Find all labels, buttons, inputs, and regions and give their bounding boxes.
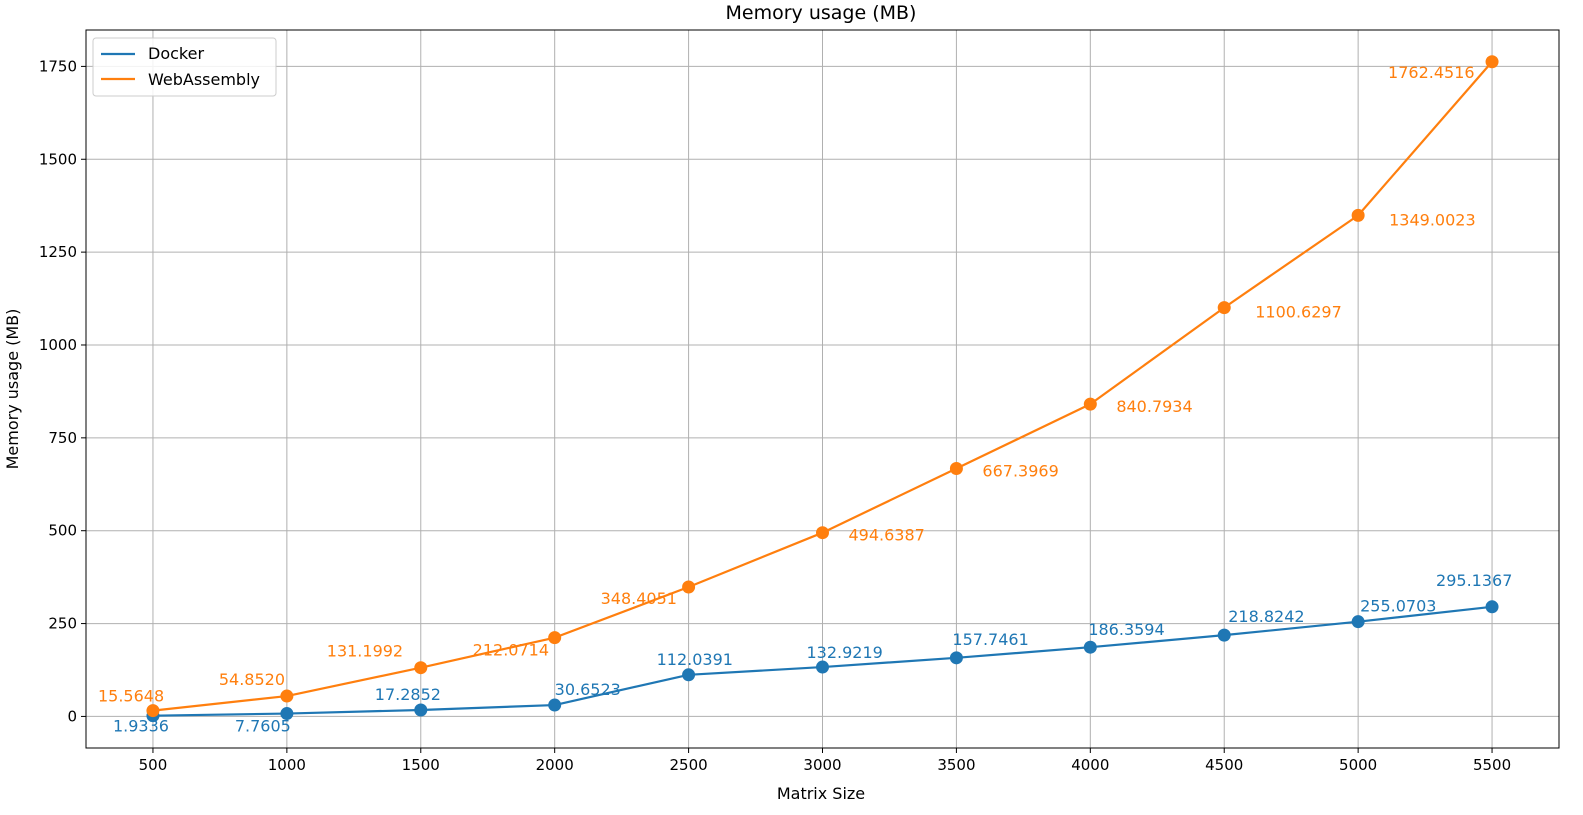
y-axis-label: Memory usage (MB): [3, 309, 22, 470]
x-tick-label: 1500: [402, 756, 440, 774]
x-tick-label: 500: [139, 756, 168, 774]
data-point-webassembly: [1217, 301, 1231, 315]
x-tick-label: 4500: [1205, 756, 1243, 774]
data-point-webassembly: [414, 661, 428, 675]
data-label-webassembly: 1349.0023: [1389, 210, 1476, 229]
y-tick-label: 1250: [39, 243, 77, 261]
data-point-webassembly: [1083, 397, 1097, 411]
data-point-webassembly: [816, 526, 829, 540]
data-labels: 1.9336 7.7605 17.2852 30.6523 112.0391 132.92…: [98, 63, 1512, 736]
data-point-webassembly: [280, 689, 294, 703]
y-tick-label: 500: [48, 522, 77, 540]
data-point-docker: [949, 651, 963, 665]
data-point-docker: [1083, 640, 1097, 654]
data-label-docker: 17.2852: [375, 685, 441, 704]
y-tick-label: 750: [48, 429, 77, 447]
data-label-webassembly: 1100.6297: [1255, 303, 1342, 322]
x-tick-label: 2500: [669, 756, 707, 774]
data-label-docker: 132.9219: [807, 643, 883, 662]
data-label-webassembly: 15.5648: [98, 687, 164, 706]
legend-label-docker: Docker: [148, 44, 204, 63]
x-tick-label: 5000: [1339, 756, 1377, 774]
data-point-docker: [1485, 600, 1499, 614]
data-label-webassembly: 348.4051: [601, 589, 677, 608]
data-point-docker: [280, 707, 294, 721]
data-point-webassembly: [682, 580, 696, 594]
data-point-docker: [816, 660, 829, 674]
x-tick-label: 1000: [268, 756, 306, 774]
data-point-webassembly: [1351, 208, 1365, 222]
data-point-webassembly: [146, 704, 160, 718]
y-tick-label: 0: [67, 707, 77, 725]
data-label-webassembly: 212.0714: [473, 641, 549, 660]
data-label-docker: 7.7605: [235, 717, 291, 736]
data-point-docker: [1217, 628, 1231, 642]
y-tick-label: 1000: [39, 336, 77, 354]
data-point-webassembly: [548, 631, 562, 645]
y-tick-label: 1750: [39, 57, 77, 75]
data-point-docker: [414, 703, 428, 717]
data-label-docker: 295.1367: [1436, 571, 1512, 590]
chart-title: Memory usage (MB): [726, 2, 917, 24]
data-label-webassembly: 131.1992: [327, 642, 403, 661]
y-tick-label: 1500: [39, 150, 77, 168]
data-label-docker: 186.3594: [1088, 620, 1164, 639]
x-tick-label: 4000: [1071, 756, 1109, 774]
data-label-docker: 255.0703: [1360, 597, 1436, 616]
x-tick-label: 5500: [1473, 756, 1511, 774]
y-tick-label: 250: [48, 615, 77, 633]
data-label-webassembly: 840.7934: [1116, 397, 1192, 416]
data-label-webassembly: 1762.4516: [1388, 63, 1475, 82]
ticks: 500 1000 1500 2000 2500 3000 3500 4000 4500 5000 5…: [39, 57, 1511, 774]
legend-label-webassembly: WebAssembly: [148, 70, 260, 89]
grid: [86, 30, 1559, 748]
x-tick-label: 2000: [536, 756, 574, 774]
series-layer: [146, 55, 1499, 723]
x-tick-label: 3000: [803, 756, 841, 774]
legend-box: [92, 37, 277, 97]
data-point-webassembly: [1485, 55, 1499, 69]
x-axis-label: Matrix Size: [777, 784, 865, 803]
data-point-docker: [682, 668, 696, 682]
x-tick-label: 3500: [937, 756, 975, 774]
data-label-webassembly: 54.8520: [219, 670, 285, 689]
data-point-webassembly: [949, 462, 963, 476]
data-label-docker: 30.6523: [555, 680, 621, 699]
data-label-docker: 218.8242: [1228, 607, 1304, 626]
data-point-docker: [548, 698, 562, 712]
legend: Docker WebAssembly: [92, 37, 277, 97]
data-point-docker: [1351, 615, 1365, 629]
data-label-webassembly: 494.6387: [849, 526, 925, 545]
data-label-docker: 1.9336: [113, 717, 169, 736]
data-label-docker: 157.7461: [952, 630, 1028, 649]
data-label-webassembly: 667.3969: [982, 462, 1058, 481]
data-label-docker: 112.0391: [657, 650, 733, 669]
